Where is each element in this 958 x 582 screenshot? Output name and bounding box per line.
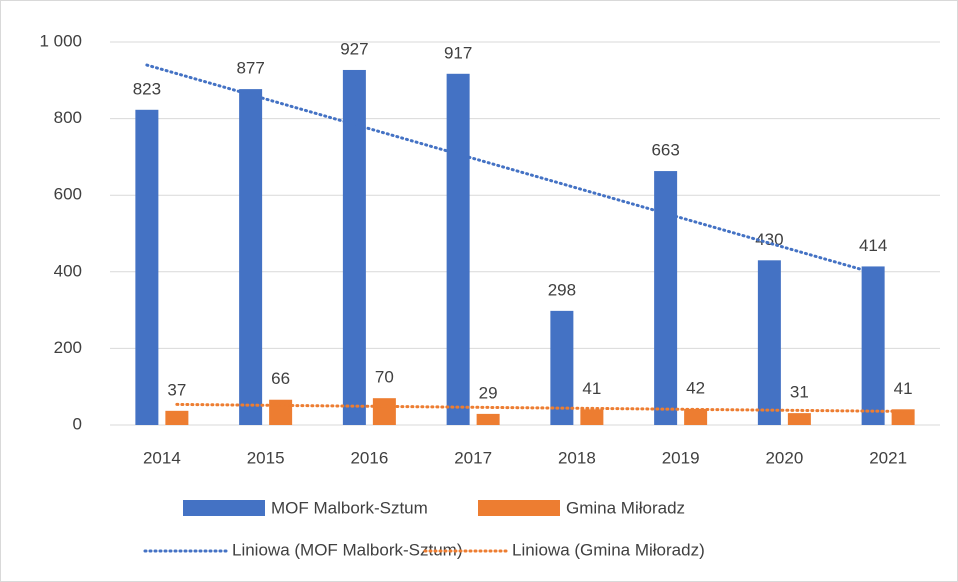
y-tick-label: 0	[73, 414, 82, 433]
x-tick-label: 2015	[247, 448, 285, 467]
data-label: 917	[444, 43, 472, 62]
data-label: 298	[548, 280, 576, 299]
data-label: 37	[167, 380, 186, 399]
y-tick-label: 200	[54, 338, 82, 357]
y-tick-label: 400	[54, 261, 82, 280]
y-tick-label: 1 000	[39, 31, 82, 50]
bar	[684, 408, 708, 425]
bar	[550, 310, 574, 425]
legend-swatch	[183, 500, 265, 516]
bar	[165, 410, 189, 425]
bar	[580, 409, 604, 425]
legend-label: Gmina Miłoradz	[566, 498, 685, 517]
data-label: 66	[271, 369, 290, 388]
x-tick-label: 2017	[454, 448, 492, 467]
data-label: 663	[651, 141, 679, 160]
legend-swatch	[478, 500, 560, 516]
x-tick-label: 2019	[662, 448, 700, 467]
data-label: 31	[790, 383, 809, 402]
x-tick-label: 2014	[143, 448, 181, 467]
data-label: 42	[686, 378, 705, 397]
y-tick-label: 800	[54, 108, 82, 127]
y-tick-label: 600	[54, 185, 82, 204]
x-tick-label: 2016	[350, 448, 388, 467]
bar	[446, 73, 470, 425]
trendline	[145, 63, 875, 275]
legend-label: MOF Malbork-Sztum	[271, 498, 428, 517]
data-label: 29	[479, 383, 498, 402]
data-label: 877	[236, 59, 264, 78]
bar	[476, 413, 500, 425]
x-tick-label: 2021	[869, 448, 907, 467]
data-label: 823	[133, 79, 161, 98]
bar	[891, 409, 915, 425]
bar	[654, 171, 678, 425]
x-tick-label: 2018	[558, 448, 596, 467]
data-label: 41	[582, 379, 601, 398]
bar	[342, 69, 366, 426]
data-label: 927	[340, 39, 368, 58]
legend-label: Liniowa (Gmina Miłoradz)	[512, 540, 705, 559]
bar	[372, 398, 396, 425]
x-tick-label: 2020	[765, 448, 803, 467]
legend-label: Liniowa (MOF Malbork-Sztum)	[232, 540, 463, 559]
bar	[239, 89, 263, 425]
bar	[269, 399, 293, 425]
data-label: 41	[894, 379, 913, 398]
data-label: 414	[859, 236, 887, 255]
bar	[757, 260, 781, 425]
bar	[861, 266, 885, 425]
trendline	[175, 402, 905, 413]
data-label: 70	[375, 368, 394, 387]
bar	[135, 109, 159, 425]
bar	[787, 413, 811, 425]
